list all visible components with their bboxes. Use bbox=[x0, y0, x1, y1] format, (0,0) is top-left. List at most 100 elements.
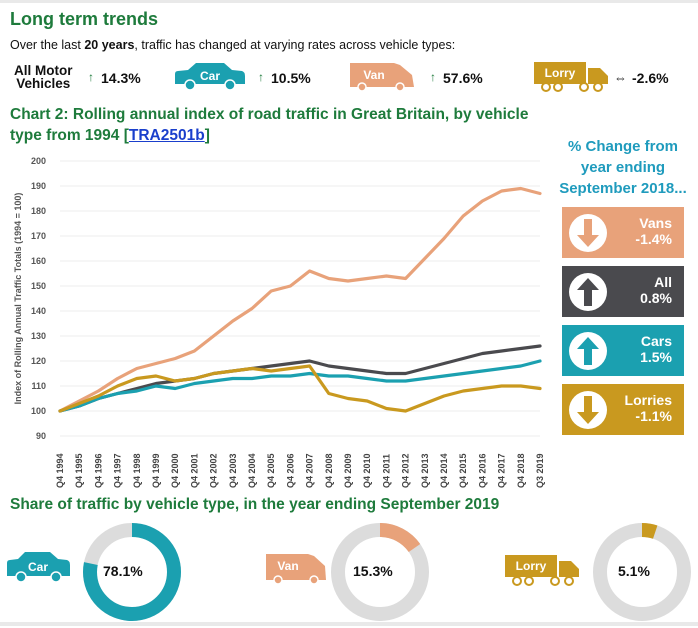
x-tick-label: Q4 2006 bbox=[285, 453, 295, 488]
lorry-badge-label: Lorry bbox=[545, 66, 576, 80]
change-box-cars: Cars 1.5% bbox=[562, 325, 684, 376]
y-tick-label: 100 bbox=[31, 406, 46, 416]
lorry-change: -2.6% bbox=[632, 70, 669, 86]
change-box-vans: Vans -1.4% bbox=[562, 207, 684, 258]
y-tick-label: 200 bbox=[31, 156, 46, 166]
lorry-share-donut bbox=[593, 523, 691, 621]
x-tick-label: Q4 2011 bbox=[381, 454, 391, 488]
x-tick-label: Q4 2008 bbox=[324, 453, 334, 488]
y-tick-label: 160 bbox=[31, 256, 46, 266]
page-subtitle: Over the last 20 years, traffic has chan… bbox=[10, 38, 455, 52]
arrow-up-icon bbox=[569, 273, 607, 311]
donut-track bbox=[593, 523, 691, 621]
all-vehicles-label: All Motor Vehicles bbox=[14, 63, 73, 91]
donut-segment bbox=[83, 523, 181, 621]
change-box-lorries: Lorries -1.1% bbox=[562, 384, 684, 435]
car-icon: Car bbox=[7, 552, 70, 583]
y-tick-label: 150 bbox=[31, 281, 46, 291]
x-tick-label: Q4 2016 bbox=[477, 453, 487, 488]
lorry-icon: Lorry bbox=[505, 555, 579, 586]
x-tick-label: Q4 2005 bbox=[266, 453, 276, 488]
up-arrow-icon: ↑ bbox=[430, 70, 436, 84]
series-line-cars bbox=[58, 359, 542, 413]
van-badge-label: Van bbox=[363, 68, 384, 82]
left-right-arrow-icon: ⇔ bbox=[614, 70, 627, 85]
up-arrow-icon: ↑ bbox=[258, 70, 264, 84]
change-box-value: -1.1% bbox=[635, 408, 672, 424]
subtitle-post: , traffic has changed at varying rates a… bbox=[134, 38, 456, 52]
share-lorry-badge: Lorry bbox=[516, 559, 547, 573]
change-box-name: Vans bbox=[639, 215, 672, 231]
y-tick-label: 120 bbox=[31, 356, 46, 366]
top-divider bbox=[0, 0, 698, 3]
change-box-value: -1.4% bbox=[635, 231, 672, 247]
x-tick-label: Q4 2000 bbox=[170, 453, 180, 488]
van-icon: Van bbox=[350, 63, 414, 91]
lorry-icon: Lorry bbox=[534, 62, 608, 92]
arrow-down-icon bbox=[569, 214, 607, 252]
x-tick-label: Q4 2002 bbox=[209, 453, 219, 488]
x-tick-label: Q4 2009 bbox=[343, 453, 353, 488]
x-tick-label: Q4 2014 bbox=[439, 453, 449, 488]
x-tick-label: Q3 2019 bbox=[535, 453, 545, 488]
x-tick-label: Q4 1997 bbox=[113, 453, 123, 488]
car-share-donut bbox=[83, 523, 181, 621]
up-arrow-icon: ↑ bbox=[88, 70, 94, 84]
x-tick-label: Q4 2010 bbox=[362, 453, 372, 488]
series-line-all bbox=[58, 344, 542, 413]
van-icon: Van bbox=[266, 554, 326, 585]
x-tick-label: Q4 2004 bbox=[247, 453, 257, 488]
share-car-badge: Car bbox=[28, 560, 48, 574]
change-box-name: Cars bbox=[640, 333, 672, 349]
share-van-value: 15.3% bbox=[353, 563, 393, 579]
arrow-up-icon bbox=[569, 332, 607, 370]
donut-segment bbox=[593, 523, 691, 621]
series-line-vans bbox=[58, 186, 542, 413]
x-tick-label: Q4 2013 bbox=[420, 453, 430, 488]
car-badge-label: Car bbox=[200, 69, 220, 83]
y-tick-label: 180 bbox=[31, 206, 46, 216]
page-title: Long term trends bbox=[10, 9, 159, 29]
x-tick-label: Q4 2003 bbox=[228, 453, 238, 488]
change-box-name: Lorries bbox=[624, 392, 672, 408]
x-tick-label: Q4 2012 bbox=[401, 453, 411, 488]
y-tick-label: 190 bbox=[31, 181, 46, 191]
change-box-value: 0.8% bbox=[640, 290, 672, 306]
x-tick-label: Q4 1999 bbox=[151, 453, 161, 488]
x-tick-label: Q4 2017 bbox=[497, 453, 507, 488]
y-tick-label: 110 bbox=[31, 381, 46, 391]
x-tick-label: Q4 1994 bbox=[55, 453, 65, 488]
tra2501b-link[interactable]: TRA2501b bbox=[128, 127, 205, 144]
van-share-donut bbox=[331, 523, 429, 621]
car-icon: Car bbox=[175, 63, 245, 91]
y-axis-label: Index of Rolling Annual Traffic Totals (… bbox=[13, 193, 23, 405]
x-tick-label: Q4 2007 bbox=[305, 453, 315, 488]
series-line-lorries bbox=[58, 364, 542, 413]
bottom-divider bbox=[0, 622, 698, 626]
donut-segment bbox=[331, 523, 429, 621]
y-tick-label: 90 bbox=[36, 431, 46, 441]
subtitle-bold: 20 years bbox=[84, 38, 135, 52]
x-tick-label: Q4 1996 bbox=[93, 453, 103, 488]
y-tick-label: 170 bbox=[31, 231, 46, 241]
y-tick-label: 140 bbox=[31, 306, 46, 316]
share-car-value: 78.1% bbox=[103, 563, 143, 579]
change-box-all: All 0.8% bbox=[562, 266, 684, 317]
x-tick-label: Q4 1995 bbox=[74, 453, 84, 488]
x-tick-label: Q4 2001 bbox=[189, 453, 199, 488]
change-box-value: 1.5% bbox=[640, 349, 672, 365]
share-heading: Share of traffic by vehicle type, in the… bbox=[10, 496, 500, 513]
x-tick-label: Q4 1998 bbox=[132, 453, 142, 488]
y-tick-label: 130 bbox=[31, 331, 46, 341]
arrow-down-icon bbox=[569, 391, 607, 429]
all-vehicles-change: 14.3% bbox=[101, 70, 141, 86]
change-panel-heading: % Change from year ending September 2018… bbox=[559, 138, 687, 197]
share-van-badge: Van bbox=[277, 559, 298, 573]
share-lorry-value: 5.1% bbox=[618, 563, 650, 579]
line-chart: Index of Rolling Annual Traffic Totals (… bbox=[13, 156, 545, 488]
van-change: 57.6% bbox=[443, 70, 483, 86]
chart-heading: Chart 2: Rolling annual index of road tr… bbox=[10, 106, 529, 144]
subtitle-pre: Over the last bbox=[10, 38, 85, 52]
change-box-name: All bbox=[654, 274, 672, 290]
x-tick-label: Q4 2018 bbox=[516, 453, 526, 488]
